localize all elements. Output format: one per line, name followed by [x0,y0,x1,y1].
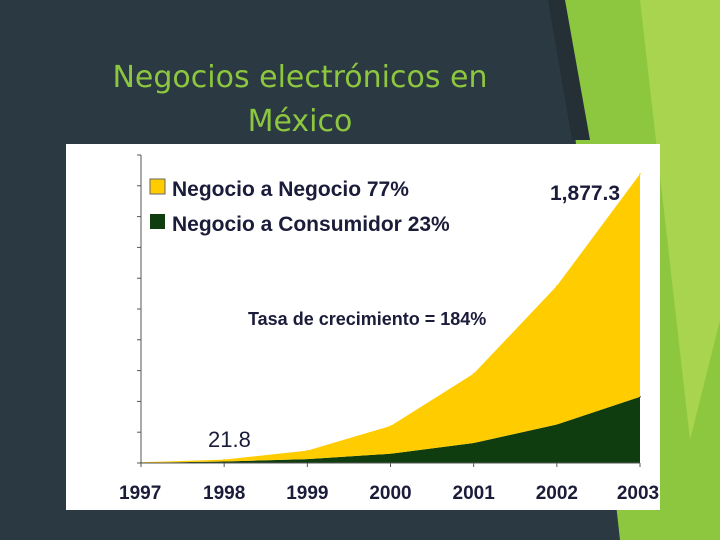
legend: Negocio a Negocio 77% Negocio a Consumid… [149,178,450,236]
dark-wedge [548,0,590,140]
legend-b2c-name: Negocio a Consumidor [172,213,402,236]
x-tick-label: 1999 [286,483,328,504]
area-series-b2c [141,396,640,463]
data-point-b2b [223,458,225,461]
data-point-b2b [639,173,641,175]
data-point-b2b [556,285,558,287]
x-tick-label: 2002 [536,483,578,504]
slide-title-line-1: Negocios electrónicos en [112,60,488,95]
y-tick-label: $200 [83,425,119,442]
y-tick-label: $1,200 [70,271,119,288]
legend-label-b2c: Negocio a Consumidor 23% [172,213,450,236]
legend-label-b2b: Negocio a Negocio 77% [172,178,409,201]
y-tick-label: $1,800 [70,179,119,196]
slide-title-line-2: México [247,104,353,139]
y-tick-label: $2,000 [70,148,119,165]
data-point-b2b [306,449,309,452]
y-tick-label: $600 [83,364,119,381]
y-tick-label: $0 [101,456,119,473]
data-point-b2b [389,425,392,427]
y-tick-label: $400 [83,394,119,411]
y-tick-label: $1,400 [70,240,119,257]
legend-swatch-b2b [149,178,166,195]
legend-swatch-b2c [150,214,165,229]
y-tick-label: $1,000 [70,302,119,319]
data-point-b2b [472,372,475,375]
x-tick-label: 1998 [203,483,245,504]
light-green-accent-panel [640,0,720,440]
y-tick-label: $1,600 [70,210,119,227]
annotation-end-value: 1,877.3 [550,182,620,205]
annotation-start-value: 21.8 [208,427,251,452]
legend-b2b-share: 77% [367,178,409,201]
legend-b2b-name: Negocio a Negocio [172,178,361,201]
x-tick-label: 2000 [369,483,411,504]
annotation-growth-rate: Tasa de crecimiento = 184% [248,309,486,329]
slide-title: Negocios electrónicos en México [60,56,540,144]
x-tick-label: 1997 [119,483,161,504]
x-tick-label: 2003 [617,483,659,504]
y-tick-label: $800 [83,333,119,350]
x-tick-label: 2001 [453,483,496,504]
legend-b2c-share: 23% [408,213,450,236]
x-ticks: 1997 1998 1999 2000 2001 2002 2003 [119,463,659,504]
y-ticks: $0 $200 $400 $600 $800 $1,000 $1,200 $1,400 $1,6… [70,148,141,473]
area-series-b2b [141,173,640,463]
